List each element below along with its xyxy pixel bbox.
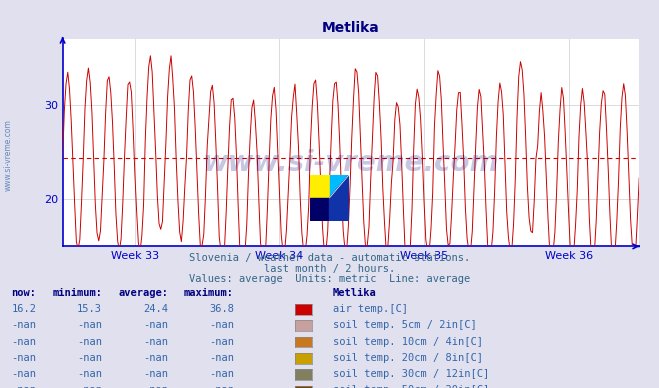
Text: -nan: -nan xyxy=(143,353,168,363)
Text: soil temp. 30cm / 12in[C]: soil temp. 30cm / 12in[C] xyxy=(333,369,489,379)
Text: -nan: -nan xyxy=(209,369,234,379)
Text: soil temp. 10cm / 4in[C]: soil temp. 10cm / 4in[C] xyxy=(333,336,483,346)
Polygon shape xyxy=(330,175,349,221)
Text: -nan: -nan xyxy=(77,320,102,330)
Text: -nan: -nan xyxy=(77,369,102,379)
Bar xyxy=(310,175,330,198)
Polygon shape xyxy=(330,175,349,198)
Text: soil temp. 5cm / 2in[C]: soil temp. 5cm / 2in[C] xyxy=(333,320,476,330)
Text: -nan: -nan xyxy=(209,353,234,363)
Text: Metlika: Metlika xyxy=(333,288,376,298)
Text: -nan: -nan xyxy=(143,385,168,388)
Text: soil temp. 50cm / 20in[C]: soil temp. 50cm / 20in[C] xyxy=(333,385,489,388)
Text: maximum:: maximum: xyxy=(184,288,234,298)
Text: -nan: -nan xyxy=(11,336,36,346)
Text: Slovenia / weather data - automatic stations.: Slovenia / weather data - automatic stat… xyxy=(189,253,470,263)
Text: -nan: -nan xyxy=(209,385,234,388)
Text: www.si-vreme.com: www.si-vreme.com xyxy=(4,119,13,191)
Text: -nan: -nan xyxy=(143,336,168,346)
Text: -nan: -nan xyxy=(77,353,102,363)
Text: -nan: -nan xyxy=(209,320,234,330)
Text: 24.4: 24.4 xyxy=(143,304,168,314)
Text: -nan: -nan xyxy=(143,320,168,330)
Text: -nan: -nan xyxy=(143,369,168,379)
Text: last month / 2 hours.: last month / 2 hours. xyxy=(264,263,395,274)
Text: -nan: -nan xyxy=(11,353,36,363)
Text: -nan: -nan xyxy=(11,320,36,330)
Bar xyxy=(310,198,330,221)
Text: 36.8: 36.8 xyxy=(209,304,234,314)
Text: 16.2: 16.2 xyxy=(11,304,36,314)
Text: average:: average: xyxy=(118,288,168,298)
Text: -nan: -nan xyxy=(209,336,234,346)
Text: -nan: -nan xyxy=(11,385,36,388)
Text: air temp.[C]: air temp.[C] xyxy=(333,304,408,314)
Text: -nan: -nan xyxy=(11,369,36,379)
Text: 15.3: 15.3 xyxy=(77,304,102,314)
Text: -nan: -nan xyxy=(77,336,102,346)
Text: www.si-vreme.com: www.si-vreme.com xyxy=(203,149,499,177)
Text: now:: now: xyxy=(11,288,36,298)
Text: Values: average  Units: metric  Line: average: Values: average Units: metric Line: aver… xyxy=(189,274,470,284)
Text: soil temp. 20cm / 8in[C]: soil temp. 20cm / 8in[C] xyxy=(333,353,483,363)
Text: minimum:: minimum: xyxy=(52,288,102,298)
Title: Metlika: Metlika xyxy=(322,21,380,35)
Text: -nan: -nan xyxy=(77,385,102,388)
